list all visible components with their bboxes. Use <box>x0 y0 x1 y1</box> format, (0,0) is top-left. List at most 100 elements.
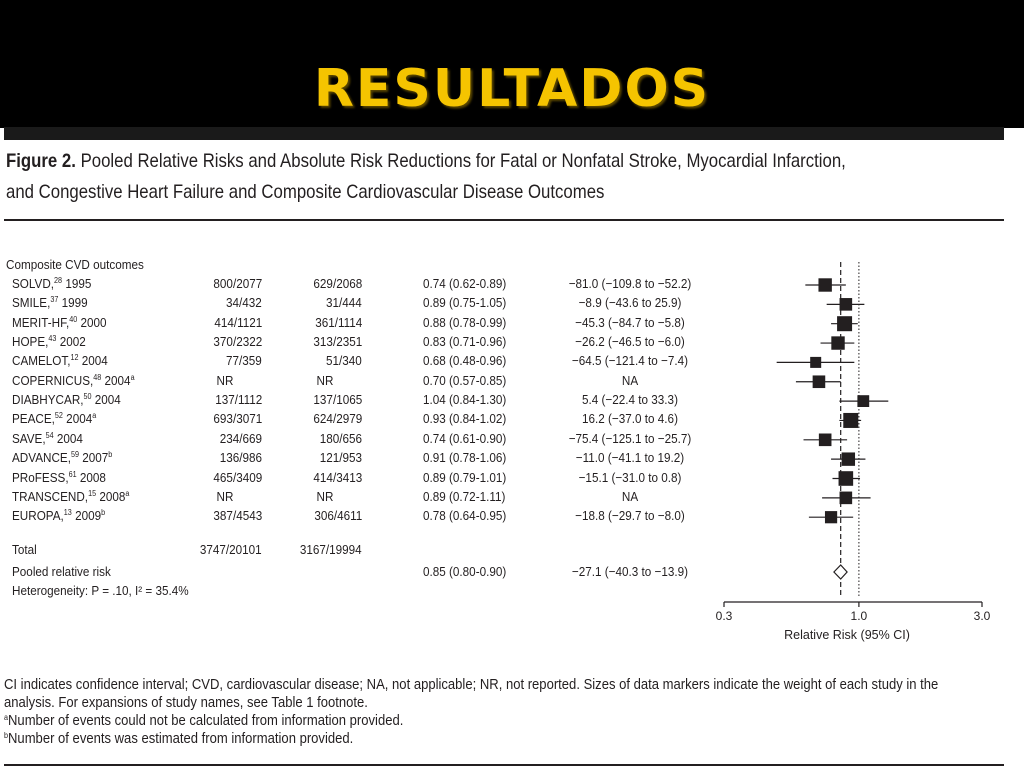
study-group1: 370/2322 <box>213 334 262 350</box>
effect-marker <box>831 336 845 350</box>
study-name: CAMELOT,12 2004 <box>12 353 108 369</box>
study-group1: 387/4543 <box>213 508 262 524</box>
study-rr-text: 0.91 (0.78-1.06) <box>423 450 507 466</box>
banner-strip <box>4 127 1004 140</box>
study-rr-text: 0.89 (0.75-1.05) <box>423 295 507 311</box>
study-arr-text: −11.0 (−41.1 to 19.2) <box>575 450 685 466</box>
study-group2: 414/3413 <box>313 469 362 485</box>
study-group2: 121/953 <box>319 450 362 466</box>
study-group2: 313/2351 <box>313 334 362 350</box>
study-name: SOLVD,28 1995 <box>12 276 92 291</box>
study-group1: 34/432 <box>226 295 262 311</box>
x-tick-label: 0.3 <box>716 609 733 623</box>
x-axis-label: Relative Risk (95% CI) <box>784 628 910 642</box>
figure-caption-text: Pooled Relative Risks and Absolute Risk … <box>6 150 846 203</box>
study-arr-text: NA <box>621 372 639 388</box>
bottom-rule <box>4 764 1004 766</box>
study-name: DIABHYCAR,50 2004 <box>12 392 121 408</box>
footnote-b: bNumber of events was estimated from inf… <box>4 731 354 747</box>
slide-title: RESULTADOS <box>313 59 711 119</box>
study-group2: 31/444 <box>326 295 362 311</box>
study-rr-text: 0.89 (0.79-1.01) <box>423 469 507 485</box>
effect-marker <box>812 375 826 389</box>
study-rr-text: 0.70 (0.57-0.85) <box>423 372 507 388</box>
study-name: PRoFESS,61 2008 <box>12 469 106 485</box>
effect-marker <box>839 491 853 505</box>
study-name: ADVANCE,59 2007b <box>12 450 113 466</box>
pooled-arr-text: −27.1 (−40.3 to −13.9) <box>571 564 689 579</box>
study-group1: 137/1112 <box>214 392 262 408</box>
study-group1: 136/986 <box>219 450 262 466</box>
effect-marker <box>810 356 822 368</box>
study-group1: 414/1121 <box>214 314 262 330</box>
study-name: EUROPA,13 2009b <box>12 508 106 524</box>
figure-caption: Figure 2. Pooled Relative Risks and Abso… <box>6 146 866 208</box>
study-group2: NR <box>316 372 334 388</box>
effect-marker <box>818 278 832 292</box>
study-name: TRANSCEND,15 2008a <box>12 488 130 504</box>
section-label: Composite CVD outcomes <box>6 257 144 272</box>
footnote-main-line2: analysis. For expansions of study names,… <box>4 695 368 711</box>
study-rr-text: 0.74 (0.61-0.90) <box>423 430 507 446</box>
study-rr-text: 0.74 (0.62-0.89) <box>423 276 507 291</box>
study-name: PEACE,52 2004a <box>12 411 97 427</box>
study-arr-text: −26.2 (−46.5 to −6.0) <box>575 334 685 350</box>
study-arr-text: NA <box>621 488 639 504</box>
study-name: COPERNICUS,48 2004a <box>12 372 135 388</box>
study-rr-text: 0.83 (0.71-0.96) <box>423 334 507 350</box>
pooled-rr-text: 0.85 (0.80-0.90) <box>423 564 507 579</box>
study-arr-text: −64.5 (−121.4 to −7.4) <box>571 353 689 369</box>
study-name: SAVE,54 2004 <box>12 430 83 446</box>
x-tick-label: 3.0 <box>974 609 991 623</box>
study-group1: 234/669 <box>219 430 262 446</box>
study-arr-text: 16.2 (−37.0 to 4.6) <box>582 411 678 427</box>
x-tick-label: 1.0 <box>851 609 868 623</box>
study-arr-text: 5.4 (−22.4 to 33.3) <box>582 392 678 408</box>
study-rr-text: 0.78 (0.64-0.95) <box>423 508 507 524</box>
effect-marker <box>857 395 870 407</box>
footnote-a: aNumber of events could not be calculate… <box>4 713 404 729</box>
study-group2: 306/4611 <box>314 508 362 524</box>
study-name: SMILE,37 1999 <box>12 295 88 311</box>
study-rr-text: 0.68 (0.48-0.96) <box>423 353 507 369</box>
study-group1: 77/359 <box>226 353 262 369</box>
effect-marker <box>839 298 853 311</box>
pooled-diamond <box>833 564 848 580</box>
study-group2: 180/656 <box>319 430 362 446</box>
effect-marker <box>837 316 853 332</box>
study-rr-text: 0.89 (0.72-1.11) <box>423 488 506 504</box>
footnotes: CI indicates confidence interval; CVD, c… <box>4 676 940 748</box>
study-group1: 800/2077 <box>213 276 262 291</box>
study-arr-text: −75.4 (−125.1 to −25.7) <box>568 430 692 446</box>
study-group2: 629/2068 <box>313 276 362 291</box>
total-group1: 3747/20101 <box>200 542 262 557</box>
study-arr-text: −15.1 (−31.0 to 0.8) <box>578 469 682 485</box>
effect-marker <box>818 433 832 447</box>
pooled-label: Pooled relative risk <box>12 564 111 579</box>
study-rr-text: 0.93 (0.84-1.02) <box>423 411 507 427</box>
footnote-main-line1: CI indicates confidence interval; CVD, c… <box>4 677 939 693</box>
study-rr-text: 1.04 (0.84-1.30) <box>423 392 507 408</box>
effect-marker <box>838 471 854 486</box>
total-group2: 3167/19994 <box>300 542 362 557</box>
heterogeneity-text: Heterogeneity: P = .10, I² = 35.4% <box>12 583 189 598</box>
effect-marker <box>843 412 859 428</box>
study-group2: 361/1114 <box>314 314 362 330</box>
study-group1: 693/3071 <box>213 411 262 427</box>
effect-marker <box>841 452 856 466</box>
study-arr-text: −18.8 (−29.7 to −8.0) <box>575 508 685 524</box>
study-group1: NR <box>216 488 234 504</box>
figure-label: Figure 2. <box>6 150 76 172</box>
study-name: HOPE,43 2002 <box>12 334 86 350</box>
study-name: MERIT-HF,40 2000 <box>12 314 107 330</box>
study-arr-text: −81.0 (−109.8 to −52.2) <box>568 276 692 291</box>
study-group2: 624/2979 <box>313 411 362 427</box>
study-rr-text: 0.88 (0.78-0.99) <box>423 314 507 330</box>
study-arr-text: −8.9 (−43.6 to 25.9) <box>578 295 682 311</box>
study-group2: NR <box>316 488 334 504</box>
effect-marker <box>824 511 838 524</box>
study-group2: 51/340 <box>326 353 362 369</box>
study-group1: NR <box>216 372 234 388</box>
total-label: Total <box>12 542 37 557</box>
